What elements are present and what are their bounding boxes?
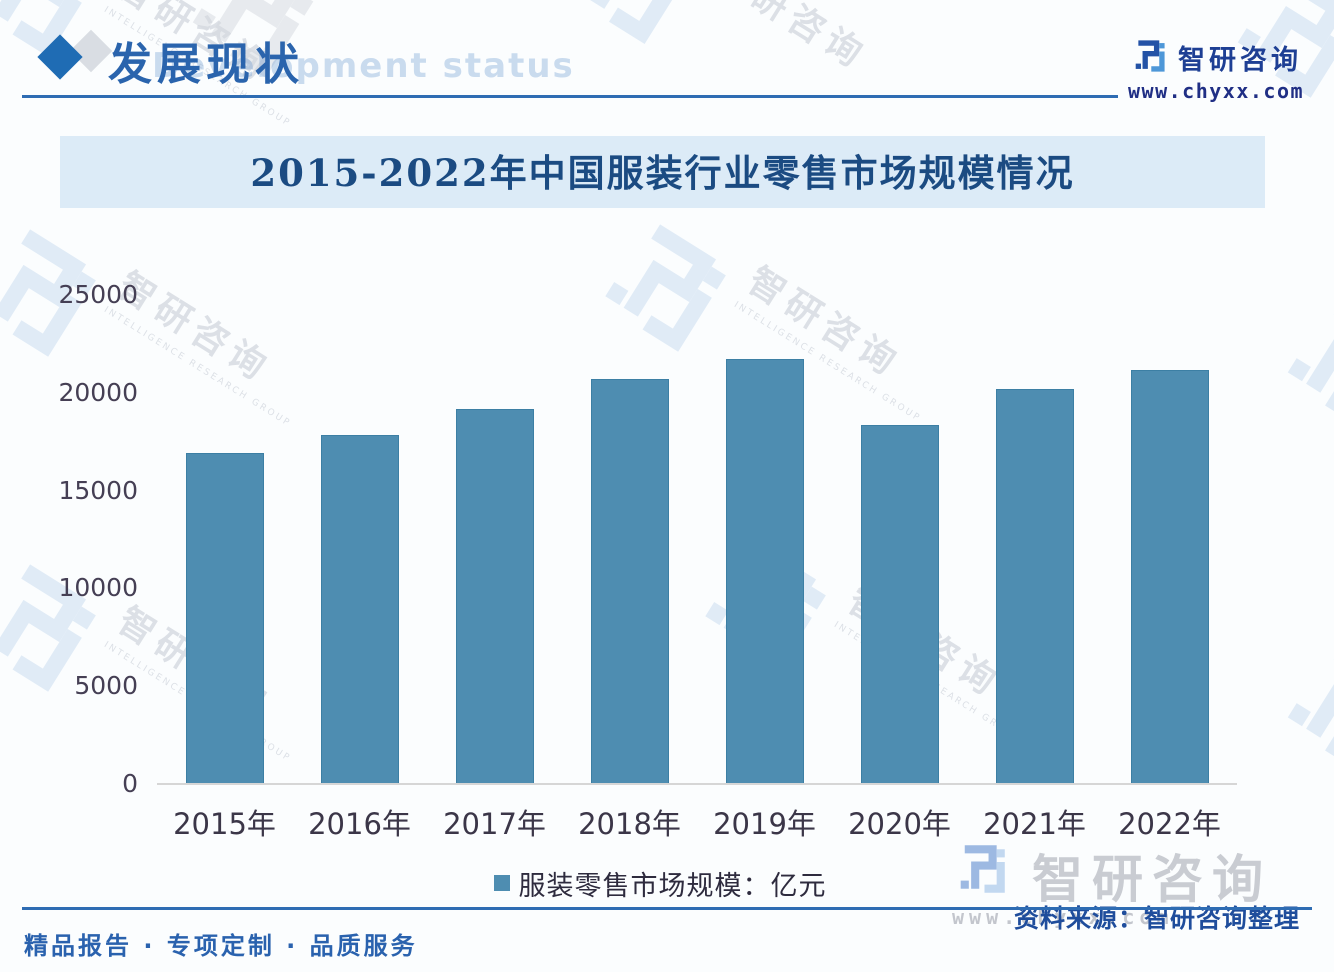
x-axis-tick-label: 2016年 <box>308 807 411 841</box>
bar-2015年 <box>185 453 264 784</box>
bottom-watermark-brand: 智研咨询 <box>1032 851 1273 910</box>
watermark-caption-text: INTELLIGENCE RESEARCH GROUP <box>102 305 293 430</box>
watermark-cluster: 智研咨询 INTELLIGENCE RESEARCH GROUP <box>0 206 311 494</box>
header-english-watermark: Development status <box>152 46 575 86</box>
bar-2022年 <box>1130 370 1209 784</box>
bar-2019年 <box>725 358 804 784</box>
chart-title-banner: 2015-2022年中国服装行业零售市场规模情况 <box>60 136 1265 208</box>
bar-2016年 <box>320 434 399 784</box>
footer-tagline: 精品报告 · 专项定制 · 品质服务 <box>24 932 418 960</box>
y-axis-tick-label: 5000 <box>74 671 138 701</box>
bar-2017年 <box>455 409 534 784</box>
data-source-note: 资料来源：智研咨询整理 <box>1014 904 1301 933</box>
legend-swatch-icon <box>493 875 510 891</box>
page-title: 发展现状 <box>108 39 304 90</box>
y-axis-tick-label: 20000 <box>58 377 138 407</box>
x-axis-tick-label: 2019年 <box>713 807 816 841</box>
x-axis-tick-label: 2015年 <box>173 807 276 841</box>
y-axis-tick-label: 0 <box>122 769 138 798</box>
y-axis-tick-label: 10000 <box>58 573 138 603</box>
watermark-cluster <box>1262 277 1334 442</box>
x-axis-tick-label: 2020年 <box>848 807 951 841</box>
zhiyan-maze-icon <box>580 201 745 366</box>
legend-label: 服装零售市场规模：亿元 <box>518 870 827 902</box>
watermark-cluster: 智研咨询 <box>546 0 875 156</box>
header-diamond-icon <box>37 34 83 80</box>
x-axis-tick-label: 2018年 <box>578 807 681 841</box>
brand-url: www.chyxx.com <box>1128 79 1305 103</box>
watermark-brand-text: 智研咨询 <box>706 0 875 79</box>
header-divider <box>22 95 1118 98</box>
chart-title: 2015-2022年中国服装行业零售市场规模情况 <box>250 151 1075 195</box>
zhiyan-logo-icon <box>952 840 1010 898</box>
x-axis-line <box>157 783 1237 785</box>
x-axis-tick-label: 2017年 <box>443 807 546 841</box>
brand-name: 智研咨询 <box>1178 45 1302 76</box>
y-axis-tick-label: 15000 <box>58 475 138 505</box>
footer-divider <box>22 907 1312 910</box>
y-axis-tick-label: 25000 <box>58 280 138 309</box>
watermark-brand-text: 智研咨询 <box>110 265 279 392</box>
zhiyan-logo-icon <box>1130 37 1168 75</box>
watermark-cluster <box>1262 622 1334 787</box>
zhiyan-maze-icon <box>1262 622 1334 787</box>
bar-2020年 <box>860 425 939 784</box>
zhiyan-maze-icon <box>1262 277 1334 442</box>
bar-2021年 <box>995 388 1074 784</box>
bar-2018年 <box>590 379 669 784</box>
x-axis-tick-label: 2021年 <box>983 807 1086 841</box>
x-axis-tick-label: 2022年 <box>1118 807 1221 841</box>
legend: 服装零售市场规模：亿元 <box>120 866 1200 902</box>
